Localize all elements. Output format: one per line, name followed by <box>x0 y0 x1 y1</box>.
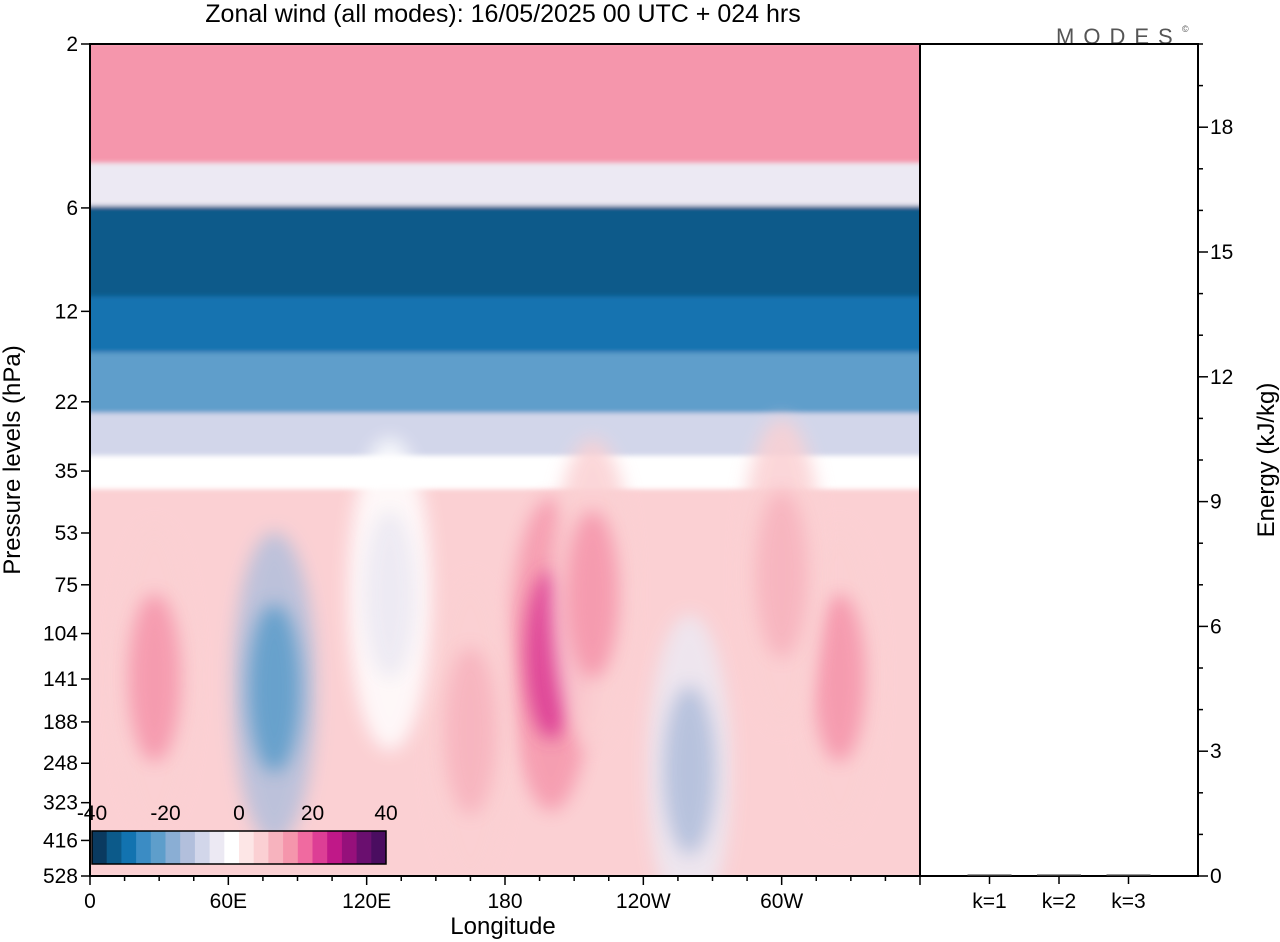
heatmap-band-3 <box>90 296 920 357</box>
colorbar-swatch <box>92 831 108 864</box>
colorbar-swatch <box>356 831 372 864</box>
y-tick-label: 248 <box>43 752 78 775</box>
y-tick-label: 416 <box>43 829 78 852</box>
energy-category-label: k=3 <box>1111 890 1145 913</box>
y-axis-title: Pressure levels (hPa) <box>0 345 26 574</box>
y-tick-label: 323 <box>43 792 78 815</box>
energy-bar-k=3 <box>1106 874 1151 876</box>
heatmap-band-2 <box>90 205 920 301</box>
y-tick-label: 528 <box>43 865 78 888</box>
heatmap-band-0 <box>90 44 920 168</box>
y-tick-label: 6 <box>66 197 78 220</box>
colorbar-swatch <box>136 831 152 864</box>
colorbar-label: -40 <box>77 802 107 825</box>
energy-tick-label: 0 <box>1210 865 1222 888</box>
heatmap-feature-7 <box>755 490 808 659</box>
colorbar-swatch <box>121 831 137 864</box>
heatmap-feature-4 <box>566 510 619 679</box>
heatmap-feature-3 <box>444 647 497 816</box>
energy-category-label: k=2 <box>1042 890 1076 913</box>
x-tick-label: 180 <box>487 890 522 913</box>
colorbar-swatch <box>209 831 225 864</box>
y-tick-label: 22 <box>55 391 78 414</box>
heatmap-field <box>90 44 920 876</box>
heatmap-feature-8 <box>363 510 416 679</box>
y-tick-label: 75 <box>55 574 78 597</box>
colorbar-legend: -40 -20 0 20 40 <box>77 802 398 865</box>
colorbar-swatch <box>312 831 328 864</box>
energy-tick-label: 9 <box>1210 491 1222 514</box>
energy-bar-k=2 <box>1037 874 1081 876</box>
y-tick-label: 35 <box>55 460 78 483</box>
heatmap-features <box>112 418 881 876</box>
y-tick-label: 141 <box>43 668 78 691</box>
colorbar-label: 0 <box>233 802 245 825</box>
longitude-axis: 0 60E 120E 180 120W 60W <box>84 876 921 913</box>
heatmap-band-1 <box>90 163 920 210</box>
energy-tick-label: 15 <box>1210 241 1233 264</box>
colorbar-swatch <box>180 831 196 864</box>
energy-panel-frame <box>919 43 1199 877</box>
heatmap-feature-0 <box>128 593 181 762</box>
colorbar-frame <box>91 830 387 865</box>
energy-category-label: k=1 <box>972 890 1006 913</box>
x-axis-title: Longitude <box>450 913 555 940</box>
pressure-axis: 2 6 12 22 35 53 75 104 141 188 248 323 416 528 <box>43 33 90 888</box>
colorbar-swatch <box>327 831 343 864</box>
energy-tick-label: 3 <box>1210 740 1222 763</box>
energy-tick-label: 18 <box>1210 116 1233 139</box>
y-tick-label: 2 <box>66 33 78 56</box>
x-tick-label: 120W <box>616 890 671 913</box>
colorbar-swatch <box>106 831 122 864</box>
heatmap-feature-1 <box>248 604 301 773</box>
energy-tick-label: 12 <box>1210 366 1233 389</box>
colorbar-swatch <box>283 831 299 864</box>
chart-title: Zonal wind (all modes): 16/05/2025 00 UT… <box>205 0 800 28</box>
colorbar-swatch <box>165 831 181 864</box>
energy-tick-label: 6 <box>1210 615 1222 638</box>
colorbar-label: 40 <box>374 802 397 825</box>
y-tick-label: 12 <box>55 300 78 323</box>
heatmap-band-4 <box>90 352 920 417</box>
x-tick-label: 60W <box>760 890 803 913</box>
x-tick-label: 60E <box>210 890 247 913</box>
colorbar-swatch <box>239 831 255 864</box>
logo-mark: © <box>1182 24 1189 34</box>
heatmap-feature-6 <box>813 593 866 762</box>
colorbar-swatch <box>268 831 284 864</box>
y-tick-label: 53 <box>55 522 78 545</box>
colorbar-swatch <box>341 831 357 864</box>
energy-axis-title: Energy (kJ/kg) <box>1253 383 1280 538</box>
y-tick-label: 188 <box>43 711 78 734</box>
colorbar-swatch <box>297 831 313 864</box>
heatmap-band-5 <box>90 412 920 460</box>
colorbar-label: -20 <box>150 802 180 825</box>
heatmap-feature-5 <box>663 686 716 855</box>
x-tick-label: 120E <box>342 890 391 913</box>
colorbar-swatch <box>150 831 166 864</box>
colorbar-swatch <box>224 831 240 864</box>
energy-bars: k=1 k=2 k=3 <box>967 874 1151 913</box>
colorbar-swatch <box>253 831 269 864</box>
colorbar-swatch <box>194 831 210 864</box>
energy-bar-k=1 <box>967 874 1012 876</box>
colorbar-swatch <box>371 831 387 864</box>
energy-axis: 0 3 6 9 12 15 18 <box>1198 43 1233 888</box>
y-tick-label: 104 <box>43 623 78 646</box>
colorbar-label: 20 <box>301 802 324 825</box>
x-tick-label: 0 <box>84 890 96 913</box>
